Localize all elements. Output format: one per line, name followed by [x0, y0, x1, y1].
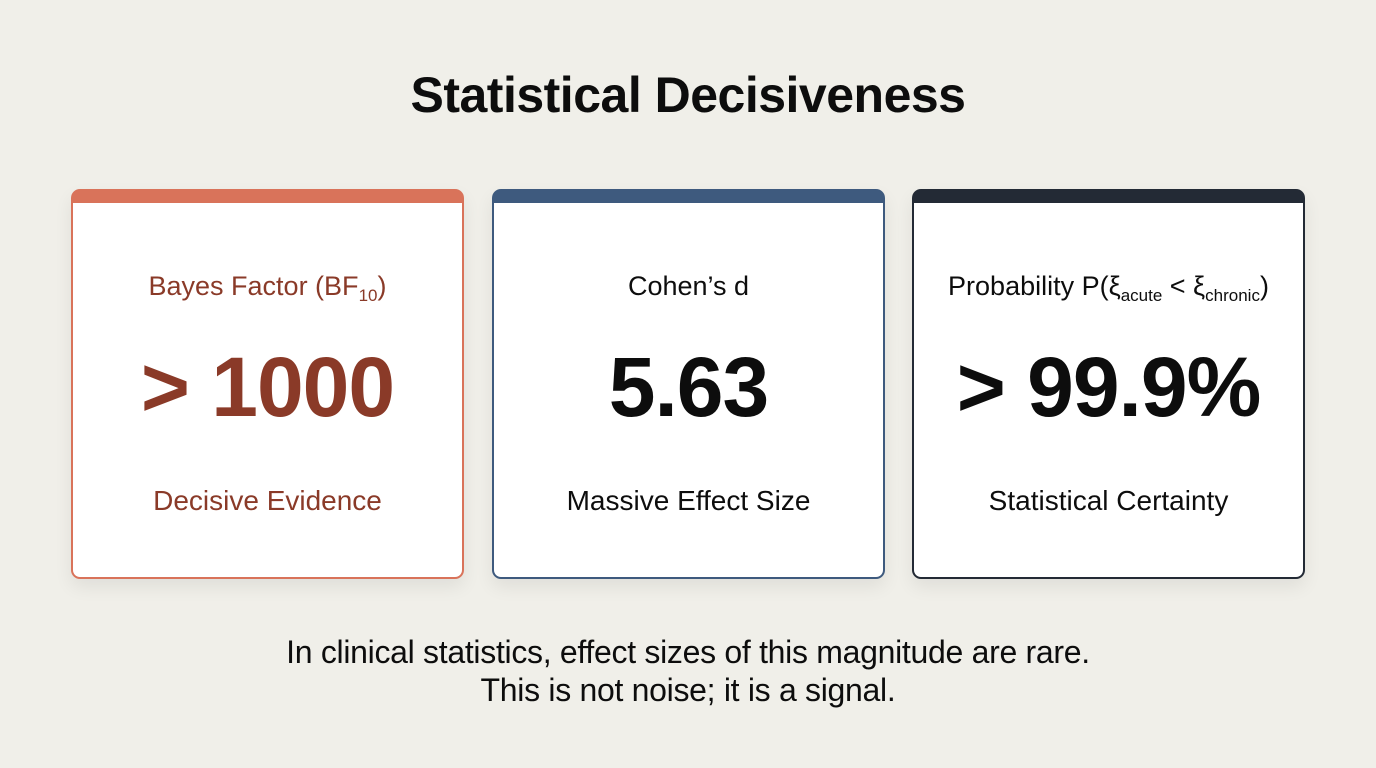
label-text: Probability P(ξ: [948, 271, 1121, 301]
card-value: 5.63: [608, 340, 770, 434]
cohens-d-card: Cohen’s d 5.63 Massive Effect Size: [492, 189, 885, 579]
card-label: Bayes Factor (BF10): [73, 271, 462, 305]
label-subscript: 10: [358, 286, 378, 305]
label-subscript: acute: [1120, 286, 1163, 305]
footnote: In clinical statistics, effect sizes of …: [0, 633, 1376, 709]
footnote-line-1: In clinical statistics, effect sizes of …: [286, 634, 1090, 670]
card-description: Decisive Evidence: [153, 485, 382, 516]
card-description: Massive Effect Size: [566, 485, 811, 516]
card-value: > 99.9%: [956, 340, 1262, 434]
metric-cards: Bayes Factor (BF10) > 1000 Decisive Evid…: [71, 189, 1305, 579]
card-description: Statistical Certainty: [988, 485, 1229, 516]
card-label: Probability P(ξacute < ξchronic): [914, 271, 1303, 305]
label-mid: < ξ: [1162, 271, 1206, 301]
label-text: Bayes Factor (BF: [148, 271, 359, 301]
label-tail: ): [1259, 271, 1269, 301]
label-tail: ): [377, 271, 387, 301]
label-text: Cohen’s d: [627, 271, 750, 301]
card-label: Cohen’s d: [494, 271, 883, 302]
page-title: Statistical Decisiveness: [410, 67, 967, 123]
bayes-factor-card: Bayes Factor (BF10) > 1000 Decisive Evid…: [71, 189, 464, 579]
card-value: > 1000: [140, 340, 395, 434]
probability-card: Probability P(ξacute < ξchronic) > 99.9%…: [912, 189, 1305, 579]
label-subscript-2: chronic: [1205, 286, 1260, 305]
footnote-line-2: This is not noise; it is a signal.: [480, 672, 896, 708]
